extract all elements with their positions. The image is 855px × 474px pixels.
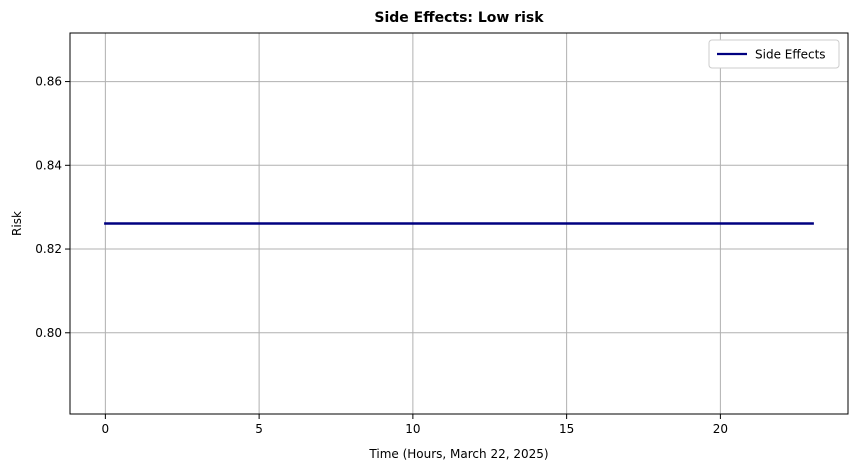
x-axis-label: Time (Hours, March 22, 2025) bbox=[368, 447, 548, 461]
y-tick-label: 0.80 bbox=[35, 326, 62, 340]
chart-title: Side Effects: Low risk bbox=[374, 10, 544, 26]
y-tick-label: 0.82 bbox=[35, 242, 62, 256]
legend: Side Effects bbox=[708, 39, 840, 69]
y-tick-label: 0.86 bbox=[35, 75, 62, 89]
legend-box bbox=[708, 39, 840, 69]
x-tick-label: 10 bbox=[405, 422, 420, 436]
plot-area-frame bbox=[69, 32, 849, 415]
x-tick-label: 15 bbox=[559, 422, 574, 436]
legend-label-side-effects: Side Effects bbox=[755, 48, 826, 62]
y-tick-label: 0.84 bbox=[35, 158, 62, 172]
y-axis-label: Risk bbox=[10, 211, 24, 236]
x-tick-label: 0 bbox=[102, 422, 110, 436]
x-tick-label: 5 bbox=[255, 422, 263, 436]
x-tick-label: 20 bbox=[713, 422, 728, 436]
ticks-layer: 0 5 10 15 20 0.80 0.82 0.84 0.86 bbox=[35, 75, 728, 436]
